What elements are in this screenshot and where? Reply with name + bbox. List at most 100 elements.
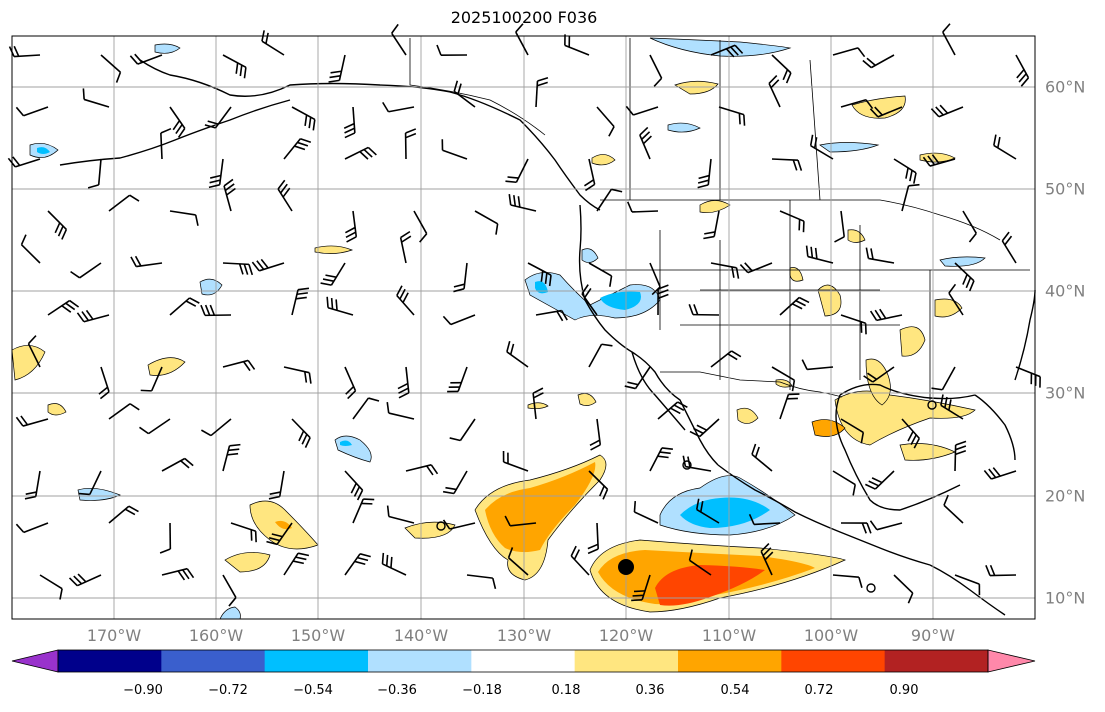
colorbar-segment (161, 650, 266, 672)
wind-barb (436, 44, 468, 57)
wind-barb (587, 522, 599, 555)
colorbar-segment (574, 650, 679, 672)
wind-barb (657, 401, 688, 420)
wind-barb (24, 470, 41, 500)
wind-barb (352, 397, 380, 420)
wind-barb (869, 520, 903, 531)
lat-label-30n: 30°N (1045, 383, 1086, 403)
wind-barb (130, 255, 163, 268)
wind-barb (649, 447, 673, 472)
wind-barb (129, 53, 163, 65)
lat-label-10n: 10°N (1045, 588, 1086, 608)
lon-label-110w: 110°W (701, 626, 757, 645)
wind-barb (840, 522, 872, 534)
anomaly-shading (11, 37, 986, 620)
wind-barb (381, 552, 407, 576)
wind-barb (954, 440, 967, 472)
wind-barb (588, 262, 613, 287)
map-title: 2025100200 F036 (450, 8, 598, 27)
lat-label-50n: 50°N (1045, 179, 1086, 199)
positive-area-west-pacific (224, 552, 271, 573)
wind-barb (865, 470, 895, 490)
wind-barb (108, 194, 140, 212)
storm-center-marker (618, 559, 634, 575)
positive-area-mexico-coast-max (655, 565, 765, 606)
wind-barb (68, 573, 102, 587)
negative-area-aleutian-west (154, 43, 181, 54)
wind-barb (266, 522, 293, 546)
wind-barb (840, 99, 874, 110)
wind-barb (535, 309, 568, 322)
negative-area-california-core-2 (535, 281, 548, 294)
wind-barb (328, 54, 346, 83)
wind-barb (169, 210, 199, 226)
wind-barb (901, 183, 920, 212)
negative-area-canada (667, 122, 701, 133)
negative-area-hudson-bay (819, 142, 880, 153)
wind-barb (87, 158, 102, 189)
wind-barb (954, 262, 975, 292)
negative-area-bering-core (37, 147, 50, 154)
wind-barb (139, 418, 171, 435)
positive-area-hawaii-core (275, 520, 292, 530)
positive-area-hudson (851, 95, 906, 119)
wind-barb (809, 134, 834, 160)
state-lines (600, 200, 1030, 400)
wind-barb (283, 138, 312, 160)
wind-barb (326, 296, 354, 316)
wind-barb (441, 139, 468, 160)
wind-barb (703, 210, 720, 240)
wind-barb (1015, 366, 1041, 388)
colorbar-segment (678, 650, 782, 672)
positive-area-central-pacific-core (485, 462, 596, 553)
wind-barb (588, 470, 609, 500)
wind-barb (200, 304, 232, 317)
wind-barb (865, 247, 895, 264)
baja-california (631, 351, 686, 431)
wind-barb (399, 230, 412, 264)
wind-barb (100, 54, 122, 83)
wind-barb (291, 106, 316, 131)
wind-barb (15, 522, 49, 534)
wind-barb (863, 366, 895, 383)
colorbar-tick-label: −0.72 (208, 683, 248, 698)
wind-barb (283, 552, 310, 576)
wind-barb (20, 234, 41, 264)
lon-label-150w: 150°W (290, 626, 346, 645)
wind-barb (943, 494, 964, 524)
wind-barb (160, 127, 172, 160)
wind-barb (583, 158, 596, 192)
wind-barb (222, 574, 237, 607)
wind-barb (748, 514, 781, 526)
aleutian-chain (59, 99, 291, 166)
positive-area-plains (817, 284, 842, 317)
wind-barb (447, 366, 468, 393)
positive-area-pacific-small-3 (314, 245, 353, 254)
wind-barb (901, 418, 921, 449)
wind-barb (169, 297, 200, 316)
wind-barb (832, 574, 863, 588)
wind-barb (405, 464, 439, 476)
wind-barb (710, 262, 740, 279)
wind-barb (508, 193, 537, 212)
wind-barb (413, 210, 428, 243)
wind-barb (588, 343, 613, 368)
central-america (929, 564, 1006, 616)
wind-barb (801, 359, 834, 371)
negative-area-lakes (939, 256, 986, 267)
map-frame (11, 35, 1036, 620)
positive-area-small-dakota (847, 229, 866, 243)
wind-barb (382, 101, 415, 113)
wind-barb (626, 201, 659, 213)
negative-area-bottom-edge (219, 606, 241, 620)
lon-label-120w: 120°W (598, 626, 654, 645)
lon-label-140w: 140°W (393, 626, 449, 645)
wind-barb (688, 549, 712, 576)
lon-label-130w: 130°W (496, 626, 552, 645)
colorbar-segment (884, 650, 989, 672)
mexico-west-coast (717, 464, 931, 566)
wind-barb (352, 498, 375, 524)
colorbar (11, 649, 1036, 673)
wind-barb (930, 104, 964, 118)
